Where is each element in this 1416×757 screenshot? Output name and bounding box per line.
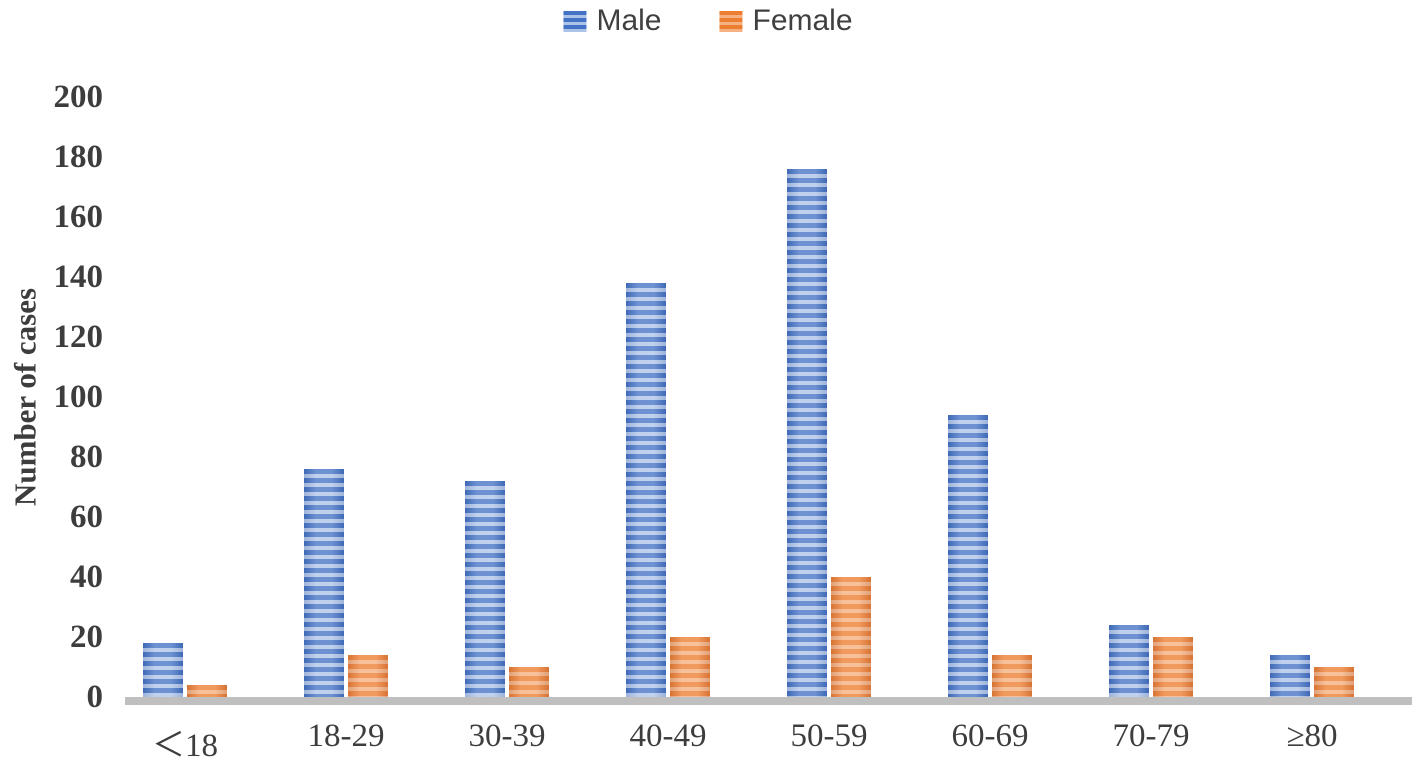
bar-female-30-39	[509, 667, 549, 697]
x-axis-line	[125, 697, 1412, 705]
male-series-swatch-icon	[563, 10, 587, 32]
bar-female-40-49	[670, 637, 710, 697]
bar-male-30-39	[465, 481, 505, 697]
legend-label-female: Female	[752, 4, 853, 37]
y-tick-label: 0	[86, 679, 104, 715]
bar-female-≥80	[1314, 667, 1354, 697]
x-tick-label: 60-69	[951, 718, 1029, 754]
y-tick-label: 200	[53, 79, 104, 115]
y-tick-label: 100	[53, 379, 104, 415]
legend-label-male: Male	[596, 4, 662, 37]
bar-male-≥80	[1270, 655, 1310, 697]
x-tick-label: 40-49	[629, 718, 707, 754]
legend: Male Female	[563, 4, 853, 38]
y-tick-label: 40	[70, 559, 103, 595]
bar-female-60-69	[992, 655, 1032, 697]
bar-female-＜18	[187, 685, 227, 697]
y-tick-label: 80	[70, 439, 103, 475]
bar-female-50-59	[831, 577, 871, 697]
y-tick-label: 160	[53, 199, 104, 235]
bar-male-60-69	[948, 415, 988, 697]
x-tick-label: 18-29	[307, 718, 385, 754]
bar-male-70-79	[1109, 625, 1149, 697]
legend-item-male: Male	[563, 4, 661, 38]
x-tick-label: 30-39	[468, 718, 546, 754]
bar-male-18-29	[304, 469, 344, 697]
y-tick-label: 140	[53, 259, 104, 295]
y-tick-label: 180	[53, 139, 104, 175]
bar-male-50-59	[787, 169, 827, 697]
y-tick-label: 120	[53, 319, 104, 355]
bar-female-70-79	[1153, 637, 1193, 697]
x-tick-label: ≥80	[1286, 718, 1338, 754]
bar-male-＜18	[143, 643, 183, 697]
bar-female-18-29	[348, 655, 388, 697]
y-tick-label: 20	[70, 619, 103, 655]
legend-item-female: Female	[719, 4, 853, 38]
x-tick-label: 70-79	[1112, 718, 1190, 754]
female-series-swatch-icon	[719, 10, 743, 32]
x-tick-label: 50-59	[790, 718, 868, 754]
x-tick-label: ＜18	[152, 728, 218, 757]
y-tick-label: 60	[70, 499, 103, 535]
bar-male-40-49	[626, 283, 666, 697]
